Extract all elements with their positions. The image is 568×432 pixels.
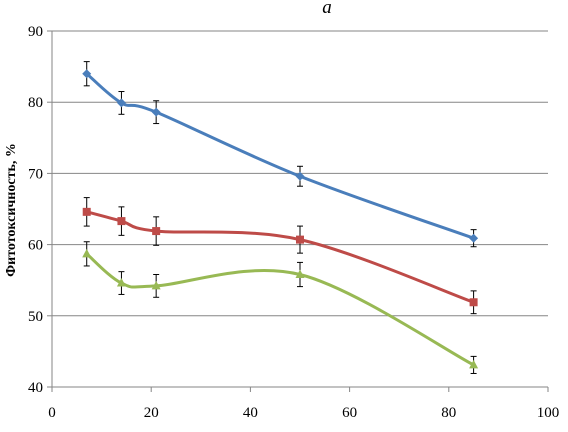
series-3-line — [85, 252, 475, 367]
y-tick-label-90: 90 — [28, 24, 43, 40]
x-tick-label-0: 0 — [48, 405, 56, 421]
x-tick-label-40: 40 — [243, 405, 258, 421]
series-2-point-2 — [117, 217, 126, 226]
y-tick-label-40: 40 — [28, 380, 43, 396]
series-group — [82, 61, 479, 374]
series-2-point-1 — [82, 207, 91, 216]
series-1-line — [85, 72, 475, 240]
y-tick-label-60: 60 — [28, 238, 43, 254]
series-1-point-5 — [469, 233, 479, 243]
series-3-point-3 — [151, 280, 161, 290]
y-axis-label: Фитотоксичность, % — [4, 143, 19, 277]
series-1-point-4 — [295, 171, 305, 181]
x-tick-label-20: 20 — [144, 405, 159, 421]
y-tick-label-80: 80 — [28, 95, 43, 111]
x-tick-label-80: 80 — [441, 405, 456, 421]
y-tick-label-50: 50 — [28, 309, 43, 325]
series-2-point-5 — [469, 298, 478, 307]
series-3-point-1 — [82, 248, 92, 258]
y-tick-label-70: 70 — [28, 166, 43, 182]
tick-labels: 40 50 60 70 80 90 0 20 40 60 80 100 — [28, 24, 559, 421]
x-tick-label-100: 100 — [537, 405, 560, 421]
series-1-point-1 — [82, 69, 92, 79]
series-2-point-4 — [296, 235, 304, 244]
chart-title: a — [322, 0, 332, 18]
axes — [47, 30, 549, 392]
series-3-point-2 — [116, 278, 126, 287]
series-3-point-5 — [469, 359, 479, 369]
series-1-point-2 — [116, 98, 126, 108]
series-2-line — [86, 210, 475, 304]
x-tick-label-60: 60 — [342, 405, 357, 421]
series-3-point-4 — [295, 269, 305, 279]
series-2-point-3 — [152, 227, 161, 236]
series-1-point-3 — [151, 107, 161, 117]
